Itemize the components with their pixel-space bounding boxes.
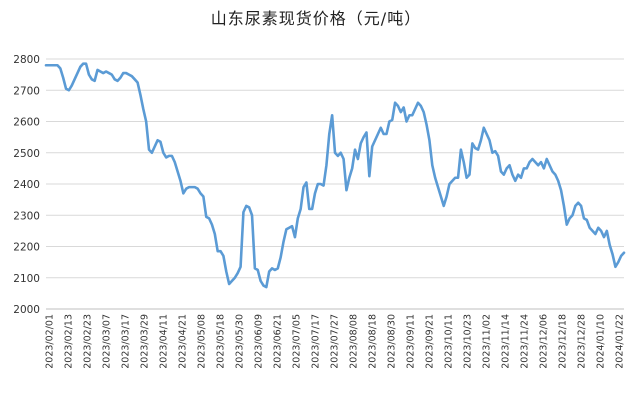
x-tick-label: 2023/08/18	[368, 314, 379, 369]
x-tick-label: 2023/06/09	[254, 314, 265, 369]
y-axis-tick-labels: 2000 2100 2200 2300 2400 2500 2600 2700 2800	[13, 54, 40, 316]
chart-title: 山东尿素现货价格（元/吨）	[211, 9, 421, 28]
y-tick-label: 2700	[13, 85, 40, 97]
x-tick-label: 2023/07/05	[292, 314, 303, 369]
x-tick-label: 2023/04/21	[178, 314, 189, 369]
gridlines	[46, 59, 624, 309]
x-tick-label: 2023/02/23	[83, 314, 94, 369]
x-tick-label: 2023/12/28	[577, 314, 588, 369]
x-tick-label: 2023/10/23	[463, 314, 474, 369]
x-tick-label: 2023/08/30	[387, 314, 398, 369]
x-tick-label: 2024/01/22	[615, 314, 626, 369]
x-tick-label: 2023/05/18	[216, 314, 227, 369]
x-axis-tick-labels: 2023/02/01 2023/02/13 2023/02/23 2023/03/07…	[45, 314, 626, 369]
x-tick-label: 2023/09/11	[406, 314, 417, 369]
y-tick-label: 2800	[13, 54, 40, 66]
series-line-0	[46, 64, 624, 287]
y-tick-label: 2200	[13, 242, 40, 254]
x-tick-label: 2023/07/27	[330, 314, 341, 369]
x-tick-label: 2023/05/08	[197, 314, 208, 369]
x-tick-label: 2023/11/14	[501, 314, 512, 369]
y-tick-label: 2000	[13, 304, 40, 316]
x-tick-label: 2023/04/11	[159, 314, 170, 369]
x-tick-label: 2023/05/30	[235, 314, 246, 369]
y-tick-label: 2500	[13, 148, 40, 160]
x-tick-label: 2023/02/13	[64, 314, 75, 369]
x-tick-label: 2023/09/21	[425, 314, 436, 369]
x-tick-label: 2023/11/02	[482, 314, 493, 369]
x-tick-label: 2023/08/08	[349, 314, 360, 369]
x-tick-label: 2023/11/24	[520, 314, 531, 369]
x-tick-label: 2023/12/18	[558, 314, 569, 369]
y-tick-label: 2600	[13, 117, 40, 129]
y-tick-label: 2300	[13, 210, 40, 222]
x-tick-label: 2023/03/07	[102, 314, 113, 369]
x-tick-label: 2023/10/11	[444, 314, 455, 369]
x-tick-label: 2023/12/06	[539, 314, 550, 369]
series-layer	[46, 64, 624, 287]
x-tick-label: 2023/03/29	[140, 314, 151, 369]
x-tick-label: 2023/07/17	[311, 314, 322, 369]
x-tick-label: 2024/01/10	[596, 314, 607, 369]
x-tick-label: 2023/06/21	[273, 314, 284, 369]
y-tick-label: 2400	[13, 179, 40, 191]
x-tick-label: 2023/02/01	[45, 314, 56, 369]
x-tick-label: 2023/03/17	[121, 314, 132, 369]
y-tick-label: 2100	[13, 273, 40, 285]
